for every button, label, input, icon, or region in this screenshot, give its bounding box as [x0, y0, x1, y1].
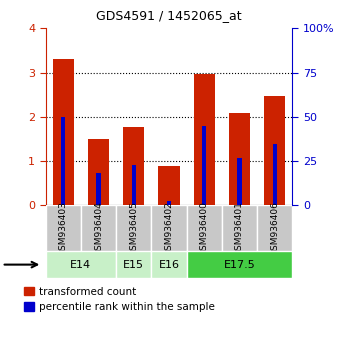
Bar: [61, 117, 65, 205]
Text: E16: E16: [159, 259, 179, 270]
FancyBboxPatch shape: [151, 205, 187, 251]
Text: GSM936401: GSM936401: [235, 201, 244, 256]
FancyBboxPatch shape: [116, 205, 151, 251]
Text: GSM936404: GSM936404: [94, 201, 103, 256]
Text: GSM936400: GSM936400: [200, 201, 209, 256]
Bar: [202, 126, 207, 205]
Bar: [194, 74, 215, 205]
FancyBboxPatch shape: [116, 251, 151, 278]
FancyBboxPatch shape: [257, 205, 292, 251]
FancyBboxPatch shape: [46, 251, 116, 278]
Legend: transformed count, percentile rank within the sample: transformed count, percentile rank withi…: [24, 287, 215, 312]
FancyBboxPatch shape: [81, 205, 116, 251]
Text: GSM936402: GSM936402: [165, 201, 173, 256]
Text: GDS4591 / 1452065_at: GDS4591 / 1452065_at: [96, 10, 242, 22]
Bar: [273, 144, 277, 205]
FancyBboxPatch shape: [187, 205, 222, 251]
FancyBboxPatch shape: [151, 251, 187, 278]
FancyBboxPatch shape: [187, 251, 292, 278]
Bar: [88, 139, 109, 205]
Text: GSM936405: GSM936405: [129, 201, 138, 256]
Bar: [131, 165, 136, 205]
Bar: [123, 127, 144, 205]
Bar: [53, 59, 74, 205]
Bar: [167, 201, 171, 205]
Text: GSM936406: GSM936406: [270, 201, 279, 256]
FancyBboxPatch shape: [46, 205, 81, 251]
Bar: [237, 158, 242, 205]
Text: E17.5: E17.5: [224, 259, 256, 270]
Text: E14: E14: [70, 259, 92, 270]
Bar: [96, 173, 101, 205]
FancyBboxPatch shape: [222, 205, 257, 251]
Text: E15: E15: [123, 259, 144, 270]
Bar: [264, 96, 285, 205]
Bar: [229, 113, 250, 205]
Bar: [159, 166, 179, 205]
Text: GSM936403: GSM936403: [59, 201, 68, 256]
